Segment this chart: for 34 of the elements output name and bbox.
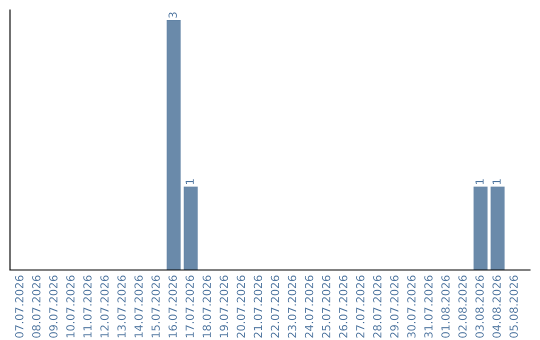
- x-tick-label: 13.07.2026: [117, 276, 126, 338]
- x-tick-label: 23.07.2026: [288, 276, 296, 338]
- x-tick-label: 16.07.2026: [168, 276, 177, 338]
- x-tick-label: 04.08.2026: [492, 276, 501, 338]
- x-tick-label: 03.08.2026: [475, 276, 484, 338]
- data-label: 1: [492, 179, 501, 184]
- x-tick-label: 02.08.2026: [458, 276, 467, 338]
- x-tick-label: 15.07.2026: [151, 276, 160, 338]
- x-tick-label: 30.07.2026: [407, 276, 416, 338]
- x-tick-label: 20.07.2026: [236, 276, 246, 338]
- data-label: 1: [476, 179, 484, 184]
- x-tick-label: 26.07.2026: [338, 276, 348, 338]
- x-tick-label: 24.07.2026: [304, 276, 314, 338]
- x-tick-label: 27.07.2026: [356, 276, 364, 338]
- x-tick-label: 22.07.2026: [270, 276, 280, 338]
- x-tick-label: 10.07.2026: [66, 276, 75, 338]
- x-tick-label: 05.08.2026: [509, 276, 518, 338]
- data-label: 3: [168, 12, 177, 18]
- x-tick-label: 18.07.2026: [202, 276, 211, 338]
- x-tick-label: 07.07.2026: [15, 276, 24, 338]
- x-tick-label: 19.07.2026: [220, 276, 228, 338]
- x-tick-label: 14.07.2026: [134, 276, 143, 338]
- x-tick-label: 21.07.2026: [254, 276, 262, 338]
- x-tick-label: 29.07.2026: [390, 276, 399, 338]
- data-label: 1: [186, 179, 194, 184]
- x-tick-label: 25.07.2026: [322, 276, 330, 338]
- x-tick-label: 28.07.2026: [373, 276, 382, 338]
- x-tick-label: 08.07.2026: [32, 276, 41, 338]
- x-tick-label: 11.07.2026: [83, 276, 92, 338]
- x-tick-label: 17.07.2026: [186, 276, 194, 338]
- x-tick-label: 09.07.2026: [49, 276, 58, 338]
- x-tick-label: 31.07.2026: [424, 276, 433, 338]
- x-tick-label: 12.07.2026: [100, 276, 109, 338]
- x-tick-label: 01.08.2026: [441, 276, 450, 338]
